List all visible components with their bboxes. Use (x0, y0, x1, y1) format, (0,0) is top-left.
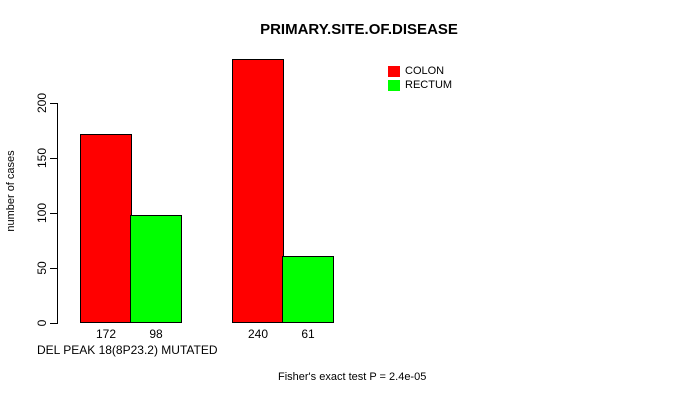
legend-label-rectum: RECTUM (405, 79, 453, 91)
legend-swatch-colon (388, 65, 400, 77)
legend-item-colon: COLON (388, 64, 452, 78)
y-tick-label-100: 100 (35, 202, 49, 224)
y-axis-label: number of cases (5, 150, 17, 232)
chart-title: PRIMARY.SITE.OF.DISEASE (260, 21, 458, 38)
y-tick-mark-100 (50, 212, 57, 214)
stat-annotation: Fisher's exact test P = 2.4e-05 (278, 371, 427, 383)
bar-value-colon-group1: 172 (95, 327, 117, 341)
y-tick-label-150: 150 (35, 147, 49, 169)
y-tick-mark-0 (50, 322, 57, 324)
bar-colon-group2 (232, 59, 284, 323)
y-axis-line (57, 103, 58, 324)
x-axis-label: DEL PEAK 18(8P23.2) MUTATED (37, 343, 218, 357)
legend-swatch-rectum (388, 79, 400, 91)
bar-value-rectum-group1: 98 (149, 327, 163, 341)
bar-rectum-group2 (282, 256, 334, 323)
legend-label-colon: COLON (405, 65, 445, 77)
y-tick-label-50: 50 (35, 261, 49, 275)
bar-value-rectum-group2: 61 (301, 327, 315, 341)
legend: COLON RECTUM (388, 64, 452, 92)
bar-value-colon-group2: 240 (247, 327, 269, 341)
bar-colon-group1 (80, 134, 132, 323)
y-tick-mark-150 (50, 157, 57, 159)
y-tick-label-0: 0 (35, 319, 49, 327)
y-tick-mark-50 (50, 267, 57, 269)
legend-item-rectum: RECTUM (388, 78, 452, 92)
y-tick-mark-200 (50, 102, 57, 104)
bar-rectum-group1 (130, 215, 182, 323)
y-tick-label-200: 200 (35, 92, 49, 114)
